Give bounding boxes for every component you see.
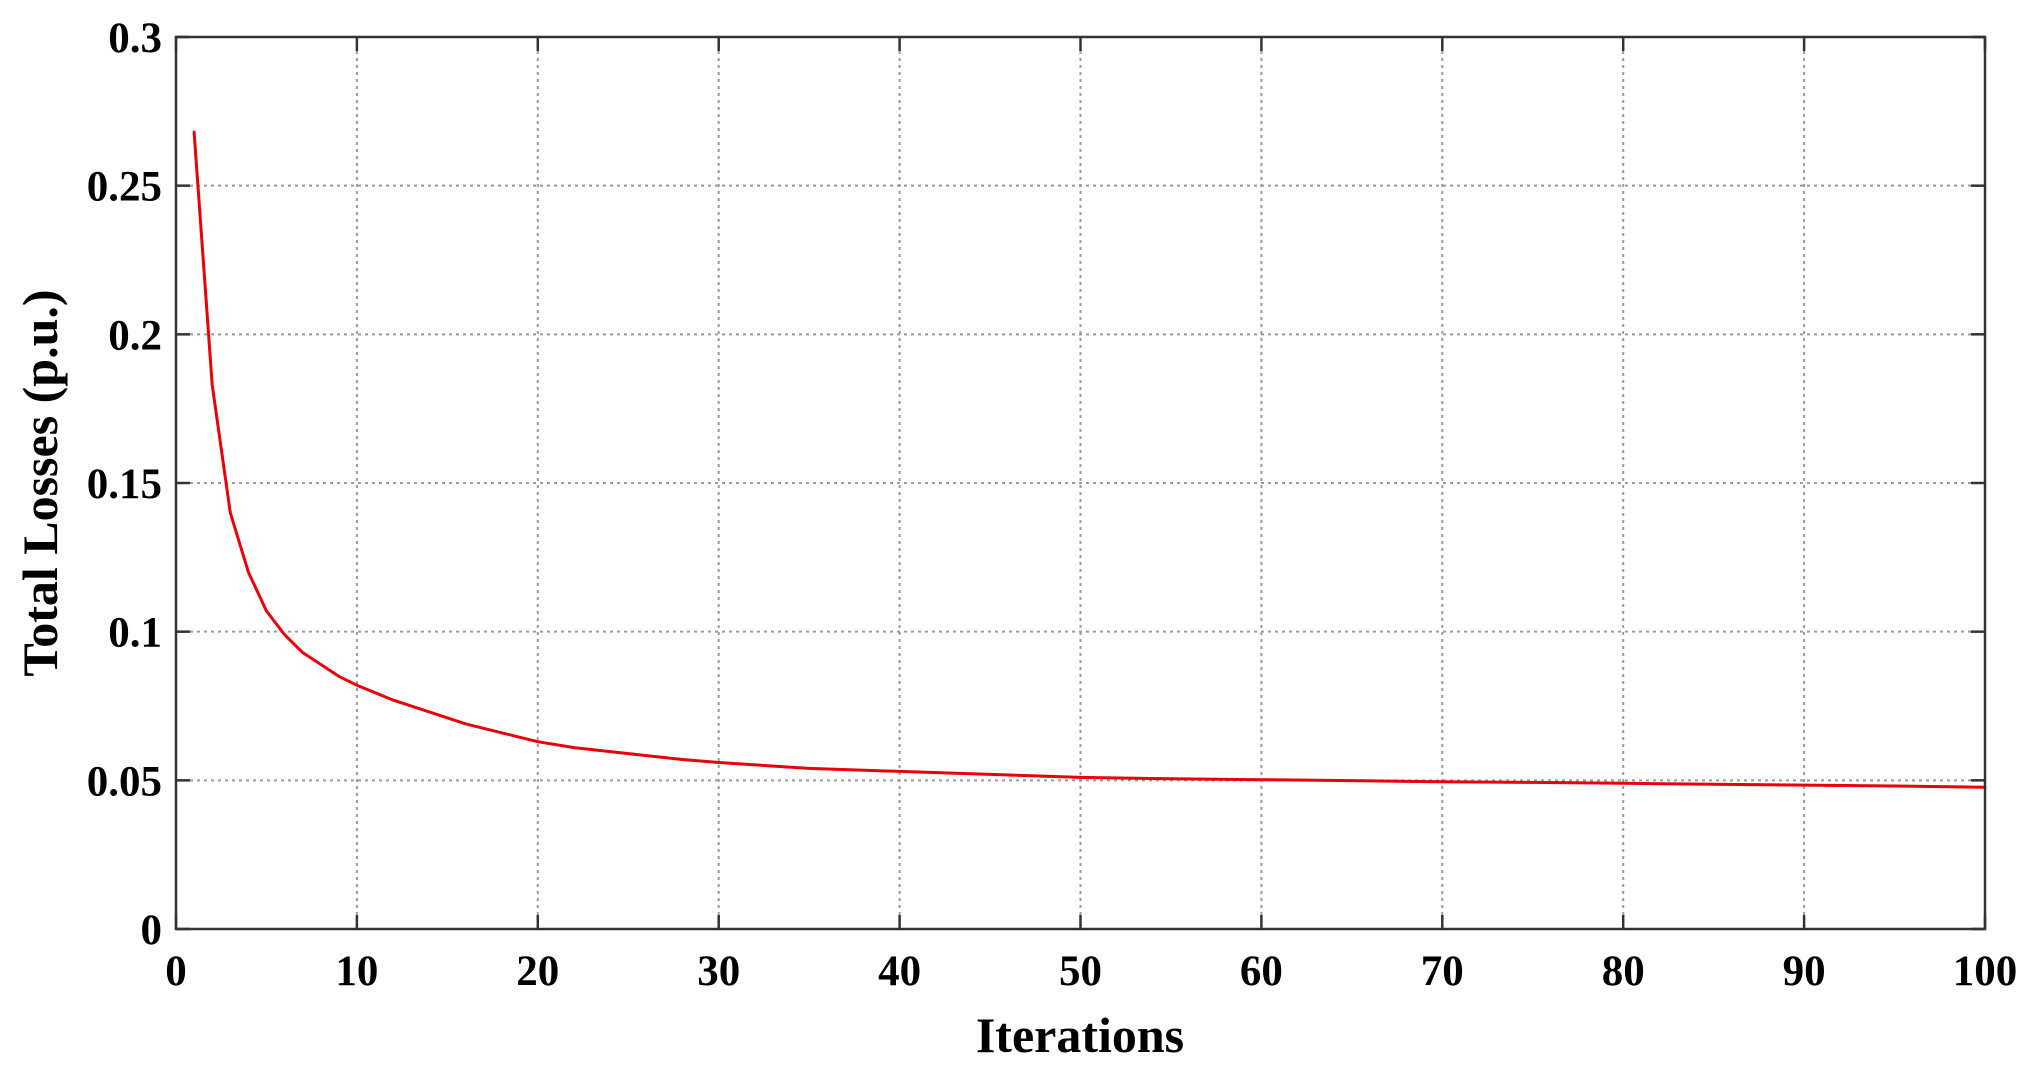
axes-frame: [174, 35, 1987, 931]
series-line: [192, 130, 1987, 789]
y-tick-label: 0.25: [87, 164, 162, 211]
y-tick-label: 0: [141, 907, 163, 954]
x-tick-label: 10: [335, 948, 378, 995]
y-tick-label: 0.2: [108, 312, 162, 359]
x-tick-label: 100: [1953, 948, 2018, 995]
tick-labels: 0 10 20 30 40 50 60 70 80 90 100 0 0.05 0.1 0.15 0.2 0.2…: [87, 15, 2018, 995]
x-tick-label: 70: [1421, 948, 1464, 995]
series-layer: [192, 130, 1987, 789]
x-tick-label: 80: [1602, 948, 1645, 995]
x-tick-label: 60: [1240, 948, 1283, 995]
x-axis-label: Iterations: [976, 1007, 1184, 1063]
y-tick-label: 0.1: [108, 610, 162, 657]
y-tick-label: 0.3: [108, 15, 162, 62]
x-tick-label: 40: [878, 948, 921, 995]
x-tick-label: 90: [1783, 948, 1826, 995]
y-axis-label: Total Losses (p.u.): [12, 289, 68, 676]
x-tick-label: 30: [697, 948, 740, 995]
x-tick-label: 20: [516, 948, 559, 995]
y-tick-label: 0.15: [87, 461, 162, 508]
y-tick-label: 0.05: [87, 758, 162, 805]
grid-lines: [176, 37, 1985, 929]
x-tick-label: 50: [1059, 948, 1102, 995]
x-tick-label: 0: [165, 948, 187, 995]
